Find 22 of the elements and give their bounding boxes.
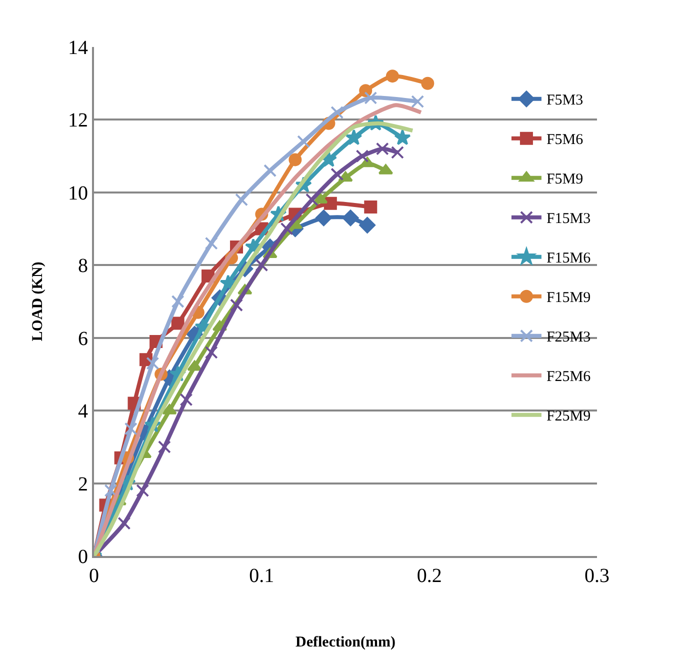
legend-label: F15M9 — [546, 290, 591, 306]
legend-label: F15M3 — [546, 211, 591, 228]
y-tick-label: 12 — [68, 110, 88, 132]
legend-label: F25M6 — [546, 369, 592, 386]
legend-label: F15M6 — [546, 250, 592, 267]
legend-label: F25M9 — [546, 408, 591, 425]
y-tick-label: 14 — [68, 37, 88, 59]
x-tick-label: 0.3 — [584, 565, 610, 587]
y-tick-label: 10 — [68, 182, 88, 204]
legend-label: F25M3 — [546, 330, 591, 346]
y-tick-label: 4 — [78, 400, 88, 423]
y-tick-label: 0 — [78, 546, 88, 568]
y-tick-label: 8 — [78, 255, 88, 278]
y-axis-title: LOAD (KN) — [30, 262, 46, 342]
x-tick-label: 0.1 — [249, 565, 274, 587]
x-axis-title: Deflection(mm) — [296, 634, 396, 650]
legend-label: F5M9 — [546, 172, 584, 188]
y-tick-label: 6 — [78, 328, 88, 350]
legend-label: F5M3 — [546, 92, 584, 109]
y-tick-label: 2 — [78, 473, 88, 496]
legend-label: F5M6 — [546, 132, 584, 148]
x-tick-label: 0.2 — [416, 565, 442, 587]
